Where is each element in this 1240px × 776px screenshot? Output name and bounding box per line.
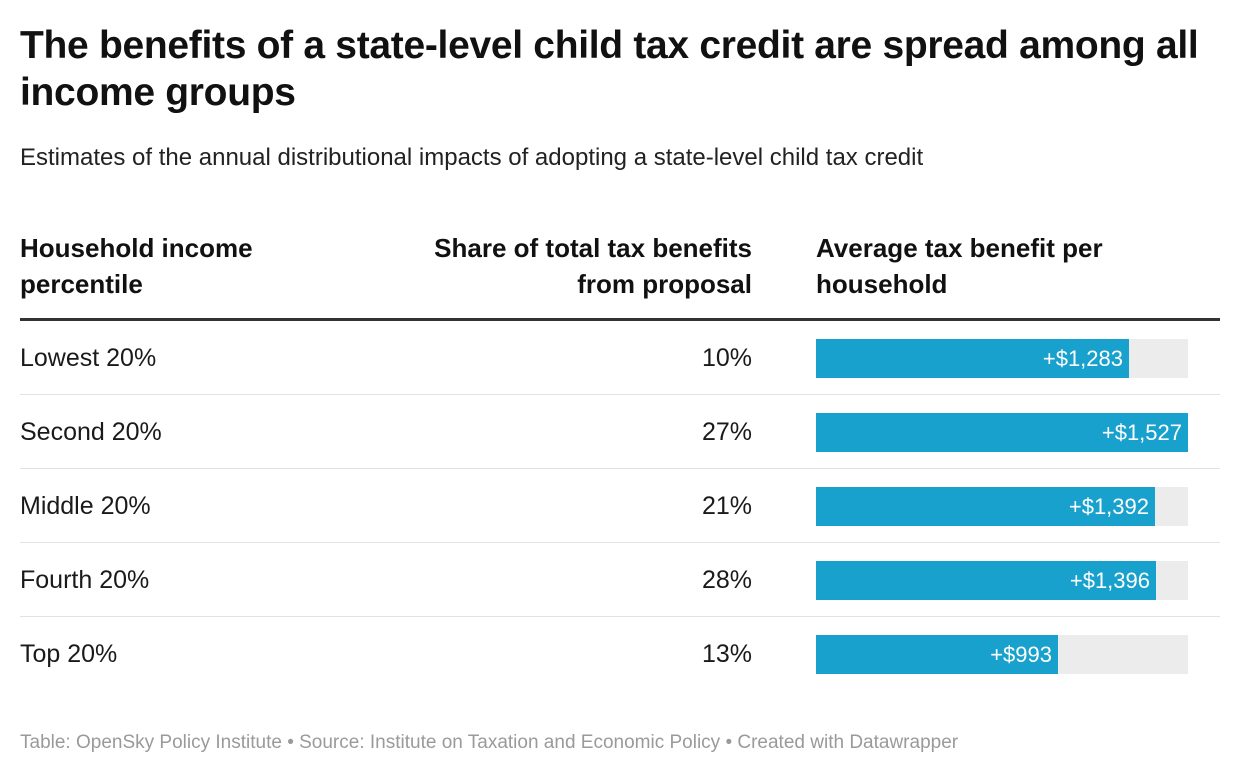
table-row: Second 20% 27% +$1,527	[20, 395, 1220, 469]
column-header-average-benefit: Average tax benefit per household	[816, 233, 1103, 299]
benefit-bar: +$1,283	[816, 339, 1129, 378]
row-share-value: 27%	[701, 418, 752, 446]
benefit-bar-track: +$993	[816, 635, 1188, 674]
benefit-bar-label: +$1,283	[1042, 346, 1123, 371]
chart-title: The benefits of a state-level child tax …	[20, 24, 1199, 114]
benefit-bar: +$1,527	[816, 413, 1188, 452]
row-divider	[20, 616, 1220, 617]
row-divider	[20, 542, 1220, 543]
row-share-value: 28%	[701, 566, 752, 594]
benefit-bar: +$1,396	[816, 561, 1156, 600]
table-row: Top 20% 13% +$993	[20, 617, 1220, 691]
benefit-bar-track: +$1,392	[816, 487, 1188, 526]
benefit-bar-label: +$993	[990, 642, 1052, 667]
row-share-value: 13%	[701, 640, 752, 668]
data-table: Household income percentile Share of tot…	[20, 0, 1220, 776]
table-row: Lowest 20% 10% +$1,283	[20, 321, 1220, 395]
row-label: Top 20%	[20, 640, 118, 668]
benefit-bar-track: +$1,283	[816, 339, 1188, 378]
table-row: Middle 20% 21% +$1,392	[20, 469, 1220, 543]
table-row: Fourth 20% 28% +$1,396	[20, 543, 1220, 617]
row-share-value: 21%	[701, 492, 752, 520]
benefit-bar-track: +$1,396	[816, 561, 1188, 600]
row-share-value: 10%	[701, 344, 752, 372]
benefit-bar: +$1,392	[816, 487, 1155, 526]
benefit-bar-label: +$1,396	[1069, 568, 1150, 593]
row-divider	[20, 394, 1220, 395]
row-divider	[20, 468, 1220, 469]
column-header-share: Share of total tax benefits from proposa…	[434, 233, 752, 299]
benefit-bar-track: +$1,527	[816, 413, 1188, 452]
row-label: Fourth 20%	[20, 566, 150, 594]
header-rule	[20, 318, 1220, 321]
row-label: Second 20%	[20, 418, 162, 446]
chart-footer: Table: OpenSky Policy Institute • Source…	[20, 732, 959, 753]
row-label: Middle 20%	[20, 492, 151, 520]
benefit-bar: +$993	[816, 635, 1058, 674]
benefit-bar-label: +$1,527	[1101, 420, 1182, 445]
row-label: Lowest 20%	[20, 344, 157, 372]
benefit-bar-label: +$1,392	[1068, 494, 1149, 519]
chart-subtitle: Estimates of the annual distributional i…	[20, 144, 924, 171]
column-header-income-percentile: Household income percentile	[20, 233, 253, 299]
